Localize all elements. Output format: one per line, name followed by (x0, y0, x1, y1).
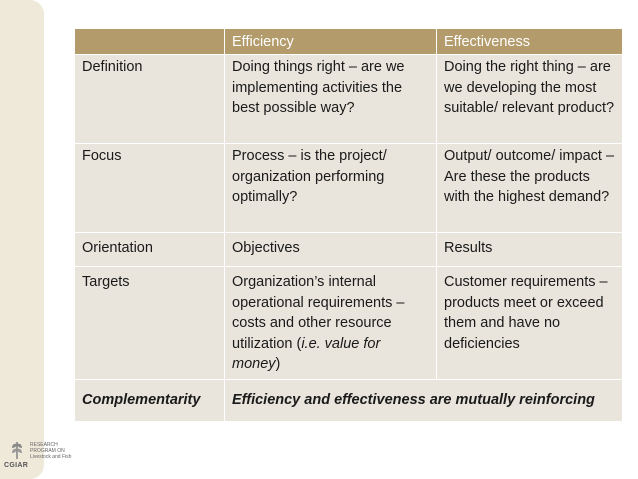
complementarity-cell: Efficiency and effectiveness are mutuall… (224, 379, 623, 422)
table-row-orientation: Orientation Objectives Results (74, 232, 623, 267)
efficiency-cell: Doing things right – are we implementing… (224, 54, 437, 144)
efficiency-cell: Organization’s internal operational requ… (224, 266, 437, 380)
effectiveness-cell: Doing the right thing – are we developin… (436, 54, 623, 144)
table-row-definition: Definition Doing things right – are we i… (74, 54, 623, 144)
cgiar-logo: CGIAR RESEARCH PROGRAM ON Livestock and … (2, 438, 82, 470)
comparison-table-container: Efficiency Effectiveness Definition Doin… (74, 28, 623, 422)
efficiency-cell: Process – is the project/ organization p… (224, 143, 437, 233)
wheat-icon (12, 442, 22, 459)
table-row-focus: Focus Process – is the project/ organiza… (74, 143, 623, 233)
logo-line: PROGRAM ON (30, 448, 65, 454)
efficiency-cell: Objectives (224, 232, 437, 267)
table-row-complementarity: Complementarity Efficiency and effective… (74, 379, 623, 422)
comparison-table: Efficiency Effectiveness Definition Doin… (74, 28, 623, 422)
row-label: Complementarity (74, 379, 225, 422)
header-effectiveness: Effectiveness (436, 28, 623, 55)
side-band (0, 0, 44, 479)
efficiency-italic-text: i.e. value for money (232, 335, 381, 373)
logo-line: RESEARCH (30, 442, 58, 448)
row-label: Orientation (74, 232, 225, 267)
row-label: Definition (74, 54, 225, 144)
row-label: Focus (74, 143, 225, 233)
logo-program-text: RESEARCH PROGRAM ON Livestock and Fish (30, 442, 82, 460)
efficiency-text-end: ) (275, 356, 281, 372)
logo-name: CGIAR (4, 462, 29, 469)
effectiveness-cell: Output/ outcome/ impact – Are these the … (436, 143, 623, 233)
logo-line: Livestock and Fish (30, 454, 72, 460)
header-efficiency: Efficiency (224, 28, 437, 55)
table-row-targets: Targets Organization’s internal operatio… (74, 266, 623, 380)
header-blank (74, 28, 225, 55)
row-label: Targets (74, 266, 225, 380)
header-row: Efficiency Effectiveness (74, 28, 623, 55)
efficiency-text: Organization’s internal operational requ… (232, 274, 405, 352)
effectiveness-cell: Customer requirements – products meet or… (436, 266, 623, 380)
effectiveness-cell: Results (436, 232, 623, 267)
